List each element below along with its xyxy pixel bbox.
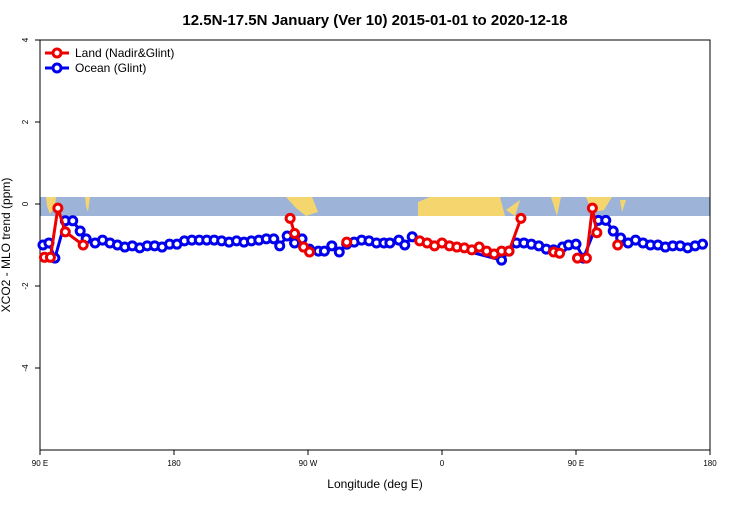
y-tick-label: 0 (21, 201, 30, 206)
data-point (554, 247, 566, 259)
data-point (268, 233, 280, 245)
land (46, 197, 56, 214)
land (85, 197, 90, 212)
data-point (570, 238, 582, 250)
chart-title: 12.5N-17.5N January (Ver 10) 2015-01-01 … (182, 12, 567, 29)
data-point (59, 226, 71, 238)
x-tick-label: 90 W (299, 459, 318, 468)
data-point (697, 238, 709, 250)
data-point (77, 239, 89, 251)
y-tick-label: -4 (21, 364, 30, 372)
data-point (341, 236, 353, 248)
legend-label: Ocean (Glint) (75, 61, 146, 75)
land (551, 197, 561, 216)
y-axis-label: XCO2 - MLO trend (ppm) (0, 178, 13, 313)
y-tick-label: 4 (21, 37, 30, 42)
data-point (274, 240, 286, 252)
data-point (600, 214, 612, 226)
data-point (586, 202, 598, 214)
data-point (289, 228, 301, 240)
x-tick-label: 90 E (568, 459, 584, 468)
data-point (503, 245, 515, 257)
legend-label: Land (Nadir&Glint) (75, 46, 174, 60)
x-tick-label: 180 (703, 459, 717, 468)
data-point (333, 246, 345, 258)
data-point (607, 225, 619, 237)
y-tick-label: -2 (21, 282, 30, 290)
x-axis-label: Longitude (deg E) (327, 477, 422, 491)
series (37, 214, 709, 266)
x-tick-label: 180 (167, 459, 181, 468)
data-point (284, 212, 296, 224)
data-point (399, 239, 411, 251)
data-point (318, 245, 330, 257)
ocean-band (40, 197, 710, 216)
data-point (571, 252, 583, 264)
data-point (591, 227, 603, 239)
data-point (326, 240, 338, 252)
data-point (67, 215, 79, 227)
land (620, 200, 626, 212)
data-point (74, 225, 86, 237)
x-tick-label: 90 E (32, 459, 48, 468)
data-point (52, 202, 64, 214)
data-point (612, 239, 624, 251)
data-point (515, 212, 527, 224)
land (506, 200, 520, 216)
map-strip (40, 197, 710, 216)
data-point (303, 246, 315, 258)
land (418, 197, 505, 216)
data-point (580, 252, 592, 264)
y-tick-label: 2 (21, 119, 30, 124)
data-point (384, 237, 396, 249)
land (286, 197, 318, 216)
data-point (496, 254, 508, 266)
legend-marker (51, 62, 63, 74)
series (40, 204, 621, 262)
data-point (44, 251, 56, 263)
x-tick-label: 0 (440, 459, 445, 468)
legend-marker (51, 47, 63, 59)
